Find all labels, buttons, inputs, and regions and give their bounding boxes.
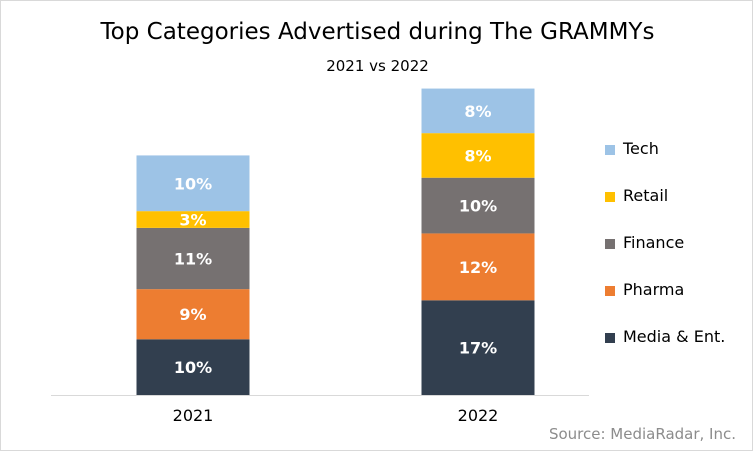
legend-swatch [605, 192, 615, 202]
data-label: 9% [179, 305, 206, 324]
bar-segment-2022-media-ent [421, 300, 535, 395]
data-label: 10% [174, 358, 212, 377]
bar-segment-2022-pharma [421, 233, 535, 301]
legend-swatch [605, 145, 615, 155]
x-tick-label: 2021 [173, 406, 214, 425]
data-label: 10% [459, 197, 497, 216]
legend-label: Pharma [623, 280, 685, 299]
bar-segment-2021-pharma [136, 289, 250, 340]
legend-label: Media & Ent. [623, 327, 726, 346]
legend-swatch [605, 239, 615, 249]
data-label: 12% [459, 258, 497, 277]
legend-swatch [605, 333, 615, 343]
bar-segment-2021-finance [136, 227, 250, 290]
data-label: 8% [464, 102, 491, 121]
legend-swatch [605, 286, 615, 296]
data-label: 3% [179, 211, 206, 230]
chart-title: Top Categories Advertised during The GRA… [100, 19, 655, 45]
data-label: 8% [464, 146, 491, 165]
bar-segment-2021-retail [136, 211, 250, 228]
legend-label: Tech [623, 139, 659, 158]
legend-label: Finance [623, 233, 685, 252]
bar-segment-2022-retail [421, 133, 535, 178]
data-label: 11% [174, 250, 212, 269]
data-label: 10% [174, 174, 212, 193]
bar-segment-2021-tech [136, 155, 250, 212]
legend-label: Retail [623, 186, 669, 205]
source-note: Source: MediaRadar, Inc. [548, 425, 736, 443]
chart-subtitle: 2021 vs 2022 [326, 57, 429, 75]
x-tick-label: 2022 [458, 406, 499, 425]
bar-segment-2021-media-ent [136, 339, 250, 395]
bar-segment-2022-finance [421, 177, 535, 234]
bar-segment-2022-tech [421, 88, 535, 134]
data-label: 17% [459, 339, 497, 358]
